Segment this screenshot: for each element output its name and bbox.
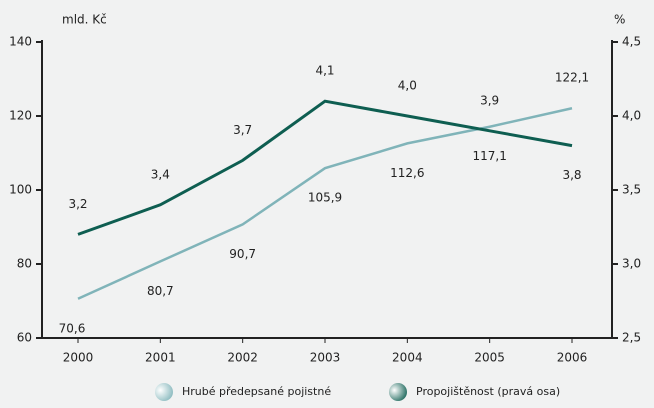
y-tick-label: 80 [17,257,32,271]
data-label: 3,2 [68,197,87,211]
series-line [77,99,573,236]
data-label: 90,7 [229,247,256,261]
data-label: 4,1 [315,64,334,78]
y-tick-label: 140 [9,35,32,49]
data-label: 4,0 [398,79,417,93]
x-tick-label: 2000 [63,351,94,365]
data-label: 3,8 [562,168,581,182]
data-label: 112,6 [390,166,424,180]
data-label: 122,1 [555,71,589,85]
y2-tick-label: 2,5 [622,331,641,345]
x-tick-label: 2005 [474,351,505,365]
x-tick-label: 2006 [557,351,588,365]
legend-swatch [155,383,173,401]
data-label: 117,1 [472,149,506,163]
y2-tick-label: 3,0 [622,257,641,271]
y2-tick-label: 4,0 [622,109,641,123]
y-tick-label: 60 [17,331,32,345]
data-label: 3,9 [480,93,499,107]
data-label: 80,7 [147,284,174,298]
y-axis-label: mld. Kč [62,13,107,27]
y-tick-label: 120 [9,109,32,123]
data-label: 105,9 [308,191,342,205]
data-label: 70,6 [59,321,86,335]
y2-tick-label: 4,5 [622,35,641,49]
x-tick-label: 2001 [145,351,176,365]
x-tick-label: 2003 [310,351,341,365]
y2-tick-label: 3,5 [622,183,641,197]
legend-swatch [389,383,407,401]
data-label: 3,7 [233,123,252,137]
y2-axis-label: % [614,13,625,27]
x-tick-label: 2002 [227,351,258,365]
x-tick-label: 2004 [392,351,423,365]
legend-label: Hrubé předepsané pojistné [182,385,331,398]
legend-label: Propojištěnost (pravá osa) [416,385,560,398]
y-tick-label: 100 [9,183,32,197]
data-label: 3,4 [151,167,170,181]
series-line [77,107,573,300]
